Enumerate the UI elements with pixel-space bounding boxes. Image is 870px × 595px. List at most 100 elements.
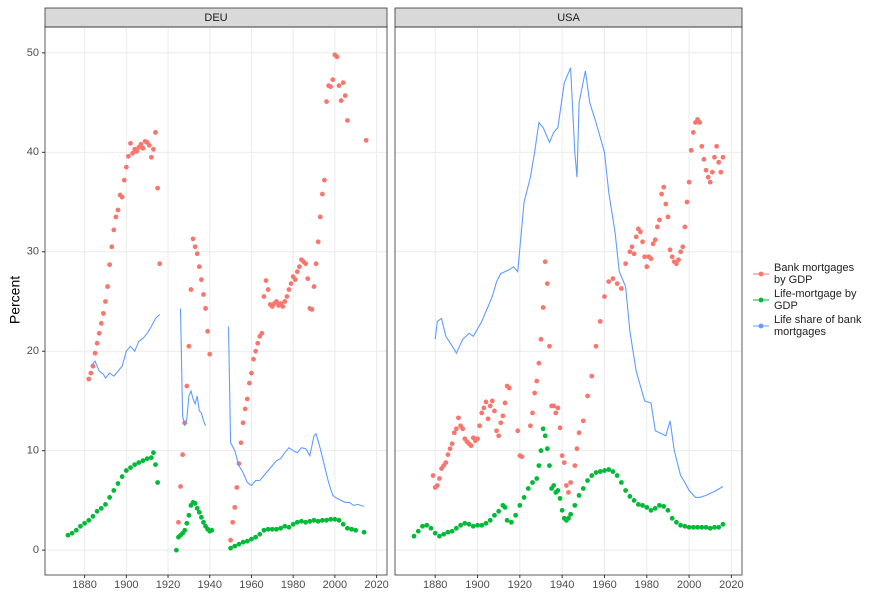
point [644,504,650,510]
point [278,525,284,531]
point [716,159,722,165]
point [151,450,156,456]
point [597,318,603,324]
point [186,343,192,349]
point [648,256,654,262]
point [538,336,544,342]
x-tick-label: 1980 [635,579,659,590]
point [328,84,334,90]
point [667,247,673,253]
point [94,340,100,346]
point [136,460,142,466]
point [192,244,198,250]
point [654,224,660,230]
point [261,527,267,533]
point [640,502,645,508]
point [451,430,457,436]
point [73,527,79,533]
point [207,351,213,357]
legend-dot [758,297,764,303]
point [98,505,104,511]
point [288,281,294,286]
point [434,483,440,488]
point [532,390,538,396]
point [315,518,321,524]
point [415,528,421,534]
point [551,483,557,488]
legend: Bank mortgages by GDP Life-mortgage by GD… [752,262,867,340]
point [631,251,637,257]
point [257,531,263,537]
point [479,410,485,416]
x-tick-label: 1940 [550,579,574,590]
point [563,483,569,488]
point [194,505,200,511]
point [303,261,309,267]
point [669,254,675,260]
point [650,241,656,247]
point [551,403,557,409]
point [155,185,161,191]
point [460,426,466,432]
point [86,376,92,382]
point [697,120,703,125]
point [498,420,504,426]
point [194,251,200,257]
point [363,137,369,143]
point [134,148,140,154]
point [188,287,194,292]
point [307,518,313,524]
point [515,428,521,434]
point [86,517,92,523]
point [536,360,542,366]
point [544,446,550,452]
point [707,525,713,531]
point [714,143,720,149]
point [261,294,267,299]
point [269,526,275,532]
point [555,405,561,411]
y-tick-label: 30 [27,246,39,258]
point [528,423,533,429]
point [720,521,726,527]
point [638,229,643,235]
point [203,306,208,311]
point [521,495,527,500]
point [566,515,571,521]
point [437,533,442,539]
point [544,281,550,286]
strip-label: USA [557,12,580,24]
point [659,191,664,197]
point [286,287,292,292]
point [336,83,342,89]
point [629,244,635,250]
point [313,261,319,267]
legend-dot [758,271,764,277]
point [109,244,115,250]
x-tick-label: 1920 [156,579,180,590]
point [661,503,667,509]
point [340,80,346,86]
legend-item: Bank mortgages by GDP [752,262,867,286]
point [128,140,133,146]
point [682,523,688,529]
point [140,145,146,151]
y-tick-label: 0 [33,544,39,556]
point [121,177,127,183]
point [557,496,563,501]
point [234,485,240,490]
point [519,454,525,460]
legend-label: Life share of bank mortgages [774,314,862,338]
point [682,224,688,230]
point [105,284,110,289]
point [496,433,502,439]
point [614,281,620,286]
point [688,147,694,153]
point [178,484,183,489]
point [618,480,624,485]
point [593,343,599,349]
point [665,507,671,513]
point [322,177,327,183]
point [555,488,561,493]
